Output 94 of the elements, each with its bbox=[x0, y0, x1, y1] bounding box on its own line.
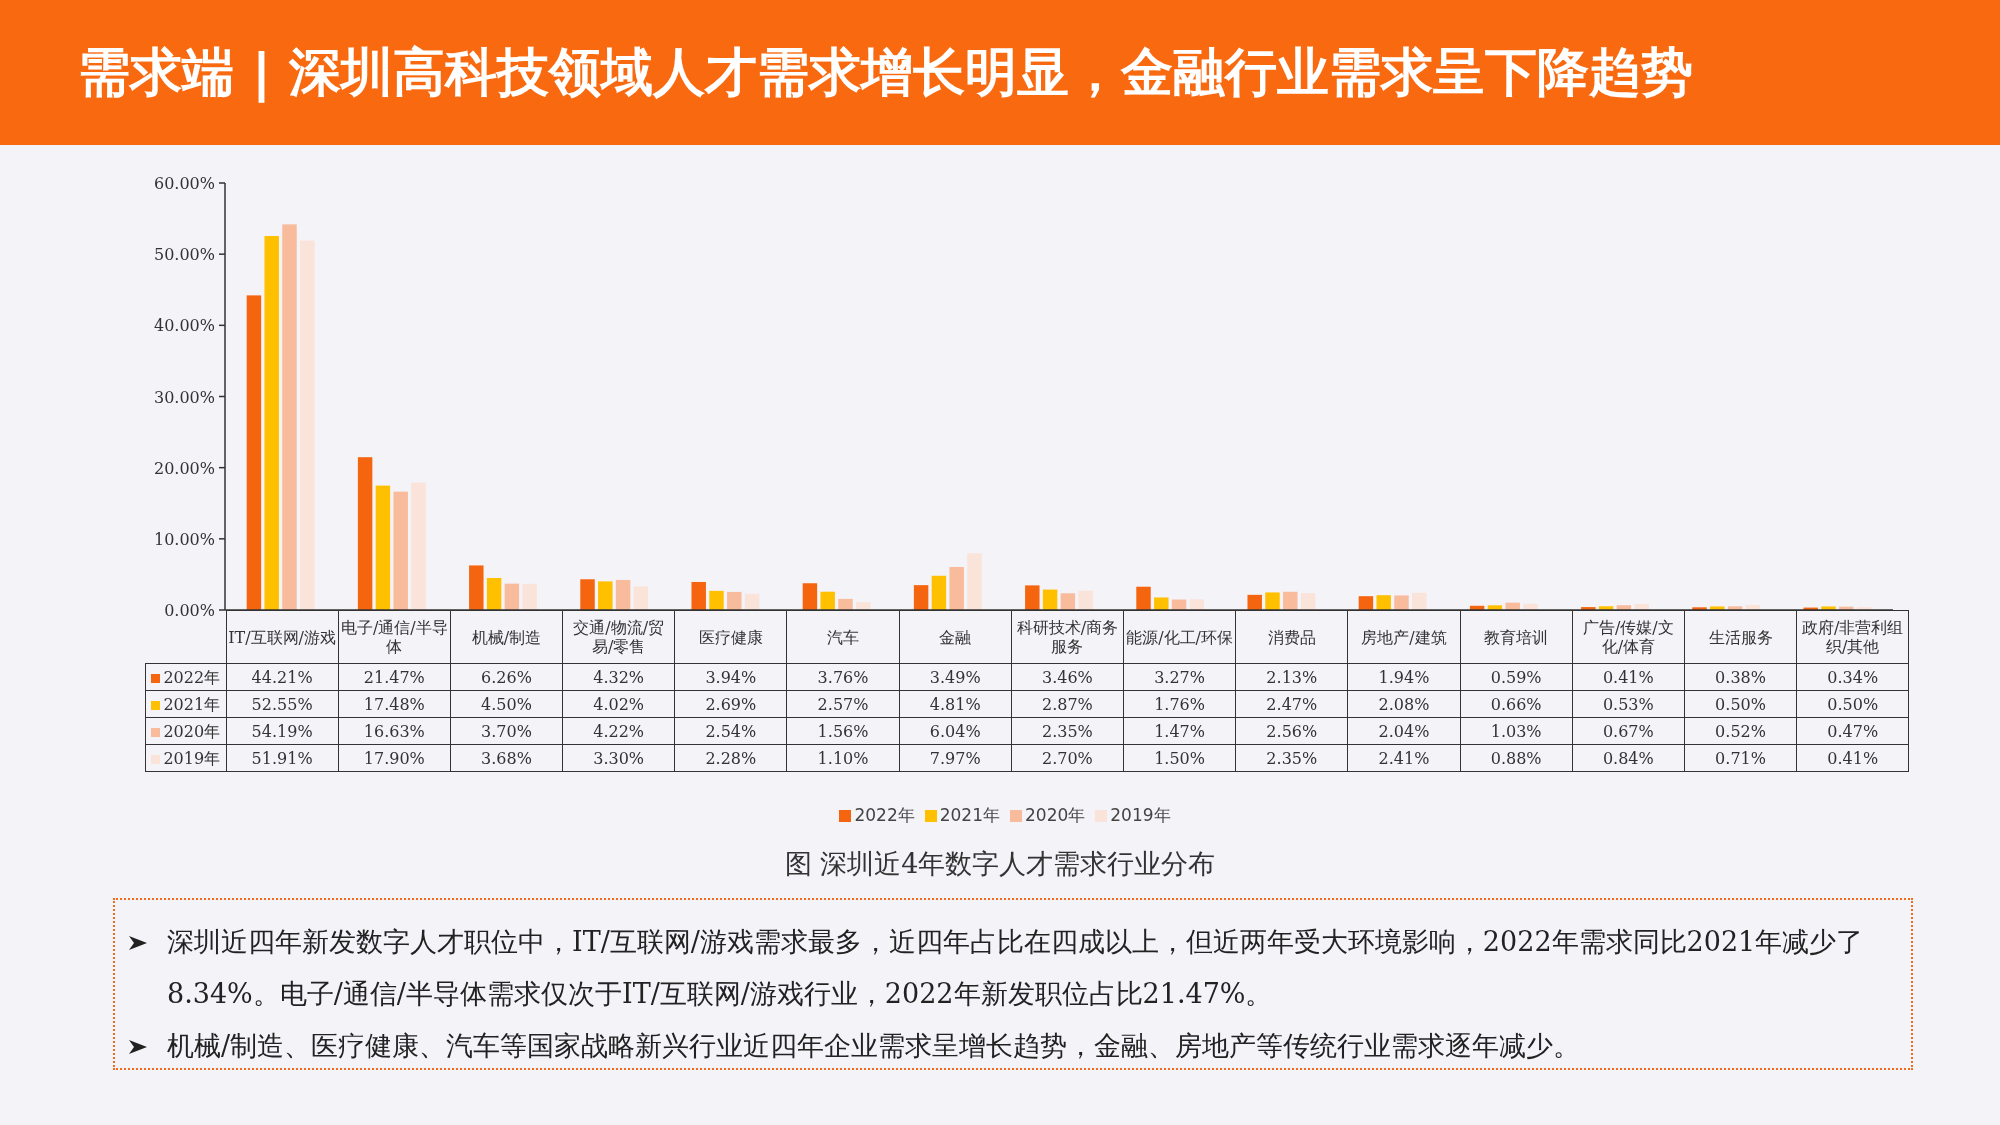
data-label: 17.90% bbox=[338, 744, 451, 772]
data-label: 0.59% bbox=[1460, 663, 1573, 691]
data-label: 3.49% bbox=[899, 663, 1012, 691]
text: 图 深圳近4年数字人才需求行业分布 bbox=[783, 847, 1217, 881]
y-tick-label: 60.00% bbox=[153, 174, 215, 193]
text: 2022年 bbox=[854, 805, 915, 825]
data-label: 0.41% bbox=[1572, 663, 1685, 691]
data-label: 2.04% bbox=[1347, 717, 1461, 745]
data-label: 2.47% bbox=[1235, 690, 1348, 718]
x-tick-label: 政府/非营利组织/其他 bbox=[1796, 610, 1909, 664]
data-label: 2.69% bbox=[674, 690, 787, 718]
data-label: 3.68% bbox=[450, 744, 563, 772]
data-label: 6.04% bbox=[899, 717, 1012, 745]
data-label: 3.94% bbox=[674, 663, 787, 691]
data-label: 3.76% bbox=[786, 663, 900, 691]
data-label: 2.13% bbox=[1235, 663, 1348, 691]
data-label: 0.88% bbox=[1460, 744, 1573, 772]
data-label: 6.26% bbox=[450, 663, 563, 691]
x-tick-label: 电子/通信/半导体 bbox=[338, 610, 451, 664]
data-label: 2.08% bbox=[1347, 690, 1461, 718]
data-label: 2.56% bbox=[1235, 717, 1348, 745]
y-tick-label: 50.00% bbox=[153, 245, 215, 265]
text: 2019年 bbox=[1110, 805, 1171, 825]
x-tick-label: 生活服务 bbox=[1684, 610, 1797, 664]
data-label: 1.50% bbox=[1123, 744, 1236, 772]
data-label: 0.52% bbox=[1684, 717, 1797, 745]
data-label: 4.32% bbox=[562, 663, 675, 691]
data-label: 1.03% bbox=[1460, 717, 1573, 745]
data-label: 1.47% bbox=[1123, 717, 1236, 745]
y-tick-label: 10.00% bbox=[153, 529, 215, 549]
chart-title: 需求端 | 深圳高科技领域人才需求增长明显，金融行业需求呈下降趋势 bbox=[78, 41, 1694, 105]
x-tick-label: 汽车 bbox=[786, 610, 900, 664]
x-tick-label: 能源/化工/环保 bbox=[1123, 610, 1236, 664]
data-label: 0.53% bbox=[1572, 690, 1685, 718]
legend-label: 2022年 bbox=[145, 663, 226, 691]
x-tick-label: 房地产/建筑 bbox=[1347, 610, 1461, 664]
data-label: 0.84% bbox=[1572, 744, 1685, 772]
y-tick-label: 30.00% bbox=[153, 387, 215, 407]
data-label: 2.54% bbox=[674, 717, 787, 745]
x-tick-label: 金融 bbox=[899, 610, 1012, 664]
y-tick-label: 0.00% bbox=[164, 601, 215, 620]
x-tick-label: 广告/传媒/文化/体育 bbox=[1572, 610, 1685, 664]
data-label: 0.71% bbox=[1684, 744, 1797, 772]
text: 2020年 bbox=[1025, 805, 1086, 825]
data-label: 4.81% bbox=[899, 690, 1012, 718]
data-label: 2.35% bbox=[1235, 744, 1348, 772]
data-label: 3.27% bbox=[1123, 663, 1236, 691]
data-label: 0.50% bbox=[1684, 690, 1797, 718]
legend-label: 2019年 bbox=[145, 744, 226, 772]
data-label: 0.47% bbox=[1796, 717, 1909, 745]
x-tick-label: 教育培训 bbox=[1460, 610, 1573, 664]
data-label: 0.41% bbox=[1796, 744, 1909, 772]
data-label: 1.94% bbox=[1347, 663, 1461, 691]
data-label: 2.41% bbox=[1347, 744, 1461, 772]
text: 2021年 bbox=[939, 805, 1000, 825]
x-tick-label: 医疗健康 bbox=[674, 610, 787, 664]
x-tick-label: 科研技术/商务服务 bbox=[1011, 610, 1124, 664]
data-label: 2.87% bbox=[1011, 690, 1124, 718]
data-label: 2.70% bbox=[1011, 744, 1124, 772]
data-label: 4.50% bbox=[450, 690, 563, 718]
data-label: 17.48% bbox=[338, 690, 451, 718]
data-label: 51.91% bbox=[226, 744, 339, 772]
data-label: 54.19% bbox=[226, 717, 339, 745]
data-label: 1.76% bbox=[1123, 690, 1236, 718]
legend-label: 2021年 bbox=[145, 690, 226, 718]
data-label: 0.38% bbox=[1684, 663, 1797, 691]
data-label: 52.55% bbox=[226, 690, 339, 718]
x-tick-label: IT/互联网/游戏 bbox=[226, 610, 339, 664]
y-tick-label: 40.00% bbox=[153, 316, 215, 336]
x-tick-label: 交通/物流/贸易/零售 bbox=[562, 610, 675, 664]
data-label: 2.35% bbox=[1011, 717, 1124, 745]
text: 深圳近四年新发数字人才职位中，IT/互联网/游戏需求最多，近四年占比在四成以上，但近两年受大环境影响，2022年需求同比2021年减少了8.34%。电子/通信/半导体需求仅次于IT/互联网/游戏行业，2022年新发职位占比21.47%。 bbox=[167, 925, 1865, 1011]
data-label: 1.10% bbox=[786, 744, 900, 772]
data-label: 3.46% bbox=[1011, 663, 1124, 691]
data-label: 0.50% bbox=[1796, 690, 1909, 718]
legend-label: 2020年 bbox=[145, 717, 226, 745]
data-label: 1.56% bbox=[786, 717, 900, 745]
data-label: 16.63% bbox=[338, 717, 451, 745]
data-label: 2.57% bbox=[786, 690, 900, 718]
data-label: 3.30% bbox=[562, 744, 675, 772]
x-tick-label: 机械/制造 bbox=[450, 610, 563, 664]
data-label: 0.67% bbox=[1572, 717, 1685, 745]
data-label: 7.97% bbox=[899, 744, 1012, 772]
data-label: 4.02% bbox=[562, 690, 675, 718]
y-tick-label: 20.00% bbox=[153, 458, 215, 478]
data-label: 0.34% bbox=[1796, 663, 1909, 691]
data-label: 2.28% bbox=[674, 744, 787, 772]
data-label: 0.66% bbox=[1460, 690, 1573, 718]
data-label: 3.70% bbox=[450, 717, 563, 745]
x-tick-label: 消费品 bbox=[1235, 610, 1348, 664]
text: 机械/制造、医疗健康、汽车等国家战略新兴行业近四年企业需求呈增长趋势，金融、房地产等传统行业需求逐年减少。 bbox=[167, 1029, 1581, 1063]
data-label: 4.22% bbox=[562, 717, 675, 745]
data-label: 44.21% bbox=[226, 663, 339, 691]
data-label: 21.47% bbox=[338, 663, 451, 691]
